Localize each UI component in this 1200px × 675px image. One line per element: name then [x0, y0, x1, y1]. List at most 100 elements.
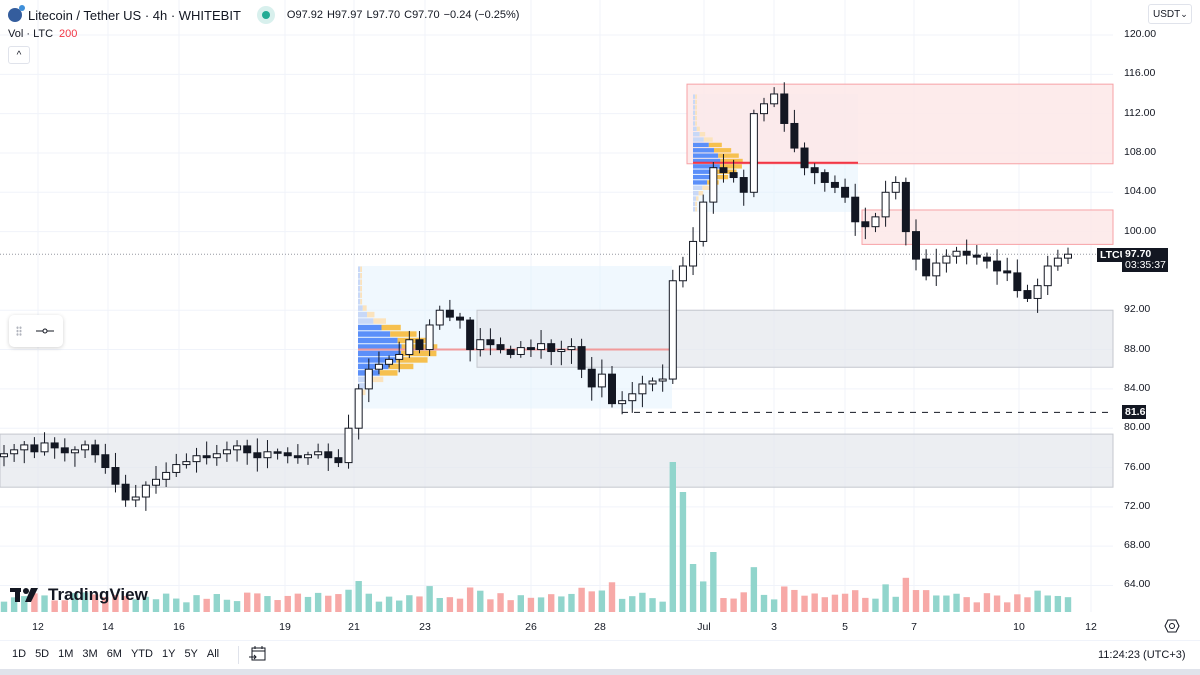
candle-body[interactable] — [40, 442, 49, 453]
candle-body[interactable] — [506, 349, 515, 355]
candle-body[interactable] — [222, 449, 231, 455]
candle-body[interactable] — [800, 147, 809, 169]
candle-body[interactable] — [830, 181, 839, 188]
candle-body[interactable] — [425, 324, 434, 351]
candle-body[interactable] — [891, 181, 900, 193]
candle-body[interactable] — [668, 280, 677, 380]
candle-body[interactable] — [932, 262, 941, 277]
candle-body[interactable] — [648, 380, 657, 385]
candle-body[interactable] — [1033, 285, 1042, 299]
candle-body[interactable] — [324, 451, 333, 459]
drag-handle-icon[interactable] — [16, 326, 22, 336]
horizontal-line-tool-icon[interactable] — [36, 327, 54, 335]
candle-body[interactable] — [587, 368, 596, 388]
candle-body[interactable] — [212, 453, 221, 459]
candle-body[interactable] — [354, 388, 363, 429]
candle-body[interactable] — [385, 358, 394, 365]
candle-body[interactable] — [20, 444, 29, 451]
candle-body[interactable] — [577, 346, 586, 370]
candle-body[interactable] — [597, 373, 606, 388]
range-button-1d[interactable]: 1D — [12, 648, 27, 660]
candle-body[interactable] — [91, 444, 100, 456]
candle-body[interactable] — [486, 339, 495, 346]
candle-body[interactable] — [526, 347, 535, 351]
candle-body[interactable] — [993, 260, 1002, 272]
candle-body[interactable] — [374, 363, 383, 370]
candle-body[interactable] — [628, 393, 637, 402]
candle-body[interactable] — [1023, 290, 1032, 299]
candle-body[interactable] — [101, 454, 110, 469]
candle-body[interactable] — [729, 172, 738, 179]
candle-body[interactable] — [770, 93, 779, 105]
candle-body[interactable] — [790, 122, 799, 149]
candle-body[interactable] — [50, 442, 59, 449]
candle-body[interactable] — [466, 319, 475, 351]
candle-body[interactable] — [780, 93, 789, 124]
symbol-title[interactable]: Litecoin / Tether US · 4h · WHITEBIT — [28, 7, 241, 23]
candle-body[interactable] — [982, 256, 991, 262]
candle-body[interactable] — [537, 343, 546, 351]
supply-lower-zone[interactable] — [861, 209, 1114, 245]
range-button-all[interactable]: All — [206, 648, 220, 660]
candle-body[interactable] — [516, 347, 525, 355]
candle-body[interactable] — [405, 339, 414, 355]
candle-body[interactable] — [1064, 253, 1072, 259]
range-button-1m[interactable]: 1M — [58, 648, 74, 660]
candle-body[interactable] — [111, 467, 120, 485]
chart-settings-icon[interactable] — [1164, 618, 1180, 634]
candle-body[interactable] — [476, 339, 485, 351]
candle-body[interactable] — [496, 344, 505, 351]
candle-body[interactable] — [30, 444, 39, 453]
candle-body[interactable] — [1043, 265, 1052, 287]
candle-body[interactable] — [415, 339, 424, 351]
candle-body[interactable] — [760, 103, 768, 115]
candle-body[interactable] — [699, 201, 708, 242]
collapse-legend-button[interactable]: ^ — [8, 46, 30, 64]
candle-body[interactable] — [1003, 270, 1012, 274]
candle-body[interactable] — [81, 444, 90, 451]
candle-body[interactable] — [861, 221, 870, 228]
candle-body[interactable] — [172, 464, 181, 473]
candle-body[interactable] — [60, 447, 69, 454]
candle-body[interactable] — [283, 452, 292, 457]
candle-body[interactable] — [618, 400, 627, 405]
candle-body[interactable] — [567, 346, 576, 351]
candle-body[interactable] — [841, 186, 850, 198]
candle-body[interactable] — [901, 181, 910, 233]
candle-body[interactable] — [364, 368, 373, 390]
range-button-3m[interactable]: 3M — [82, 648, 98, 660]
candle-body[interactable] — [557, 349, 566, 353]
candle-body[interactable] — [547, 343, 556, 353]
candle-body[interactable] — [972, 254, 981, 258]
candle-body[interactable] — [314, 451, 323, 456]
candle-body[interactable] — [233, 445, 242, 451]
candle-body[interactable] — [820, 172, 829, 183]
candle-body[interactable] — [719, 167, 728, 174]
candle-body[interactable] — [658, 378, 667, 382]
candle-body[interactable] — [689, 240, 698, 267]
candle-body[interactable] — [192, 455, 201, 463]
range-button-5d[interactable]: 5D — [35, 648, 50, 660]
candle-body[interactable] — [1053, 257, 1062, 267]
candle-body[interactable] — [962, 250, 971, 256]
candle-body[interactable] — [10, 449, 19, 455]
candle-body[interactable] — [1013, 272, 1022, 292]
candle-body[interactable] — [435, 309, 444, 326]
range-button-5y[interactable]: 5Y — [184, 648, 198, 660]
candle-body[interactable] — [942, 255, 951, 264]
floating-drawing-toolbar[interactable] — [9, 315, 63, 347]
candle-body[interactable] — [709, 167, 718, 203]
candle-body[interactable] — [952, 250, 961, 257]
range-button-ytd[interactable]: YTD — [130, 648, 153, 660]
candle-body[interactable] — [162, 471, 171, 480]
candle-body[interactable] — [456, 316, 464, 321]
candle-body[interactable] — [608, 373, 616, 405]
candle-body[interactable] — [881, 191, 890, 218]
demand-low-zone[interactable] — [0, 433, 1114, 488]
candle-body[interactable] — [395, 353, 404, 360]
market-status-icon[interactable] — [256, 6, 275, 24]
timezone-clock[interactable]: 11:24:23 (UTC+3) — [1098, 649, 1186, 661]
candle-body[interactable] — [871, 216, 880, 228]
candle-body[interactable] — [334, 457, 343, 464]
range-button-6m[interactable]: 6M — [106, 648, 122, 660]
